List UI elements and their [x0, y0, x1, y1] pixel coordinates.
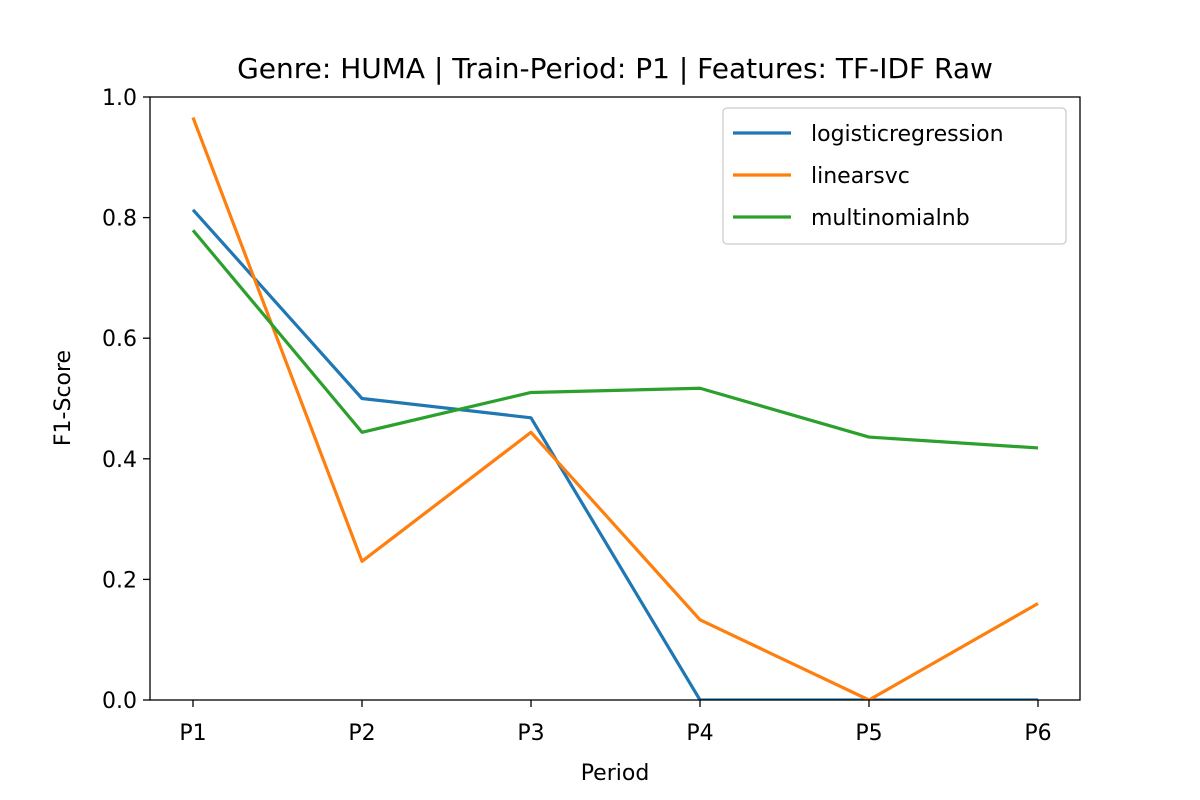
y-tick-label: 0.4	[102, 448, 137, 473]
plot-frame	[149, 96, 1081, 701]
series-line-linearsvc	[191, 116, 1039, 700]
y-tick-label: 0.2	[102, 568, 137, 593]
series-line-multinomialnb	[191, 229, 1039, 450]
legend-label-multinomialnb: multinomialnb	[811, 206, 970, 231]
plot-area	[149, 96, 1081, 701]
x-tick-label: P1	[179, 721, 206, 746]
x-tick-label: P3	[517, 721, 544, 746]
y-tick-label: 0.6	[102, 327, 137, 352]
y-axis: 0.0 0.2 0.4 0.6 0.8 1.0	[102, 86, 150, 714]
y-tick-label: 0.8	[102, 207, 137, 232]
legend-label-logisticregression: logisticregression	[811, 122, 1004, 147]
chart-title: Genre: HUMA | Train-Period: P1 | Feature…	[237, 52, 993, 85]
x-tick-label: P4	[686, 721, 713, 746]
series-line-logisticregression	[191, 208, 1038, 700]
y-tick-label: 1.0	[102, 86, 137, 111]
x-tick-label: P6	[1024, 721, 1051, 746]
series-lines	[191, 116, 1039, 700]
x-axis-label: Period	[581, 761, 650, 786]
legend: logisticregression linearsvc multinomialnb	[722, 107, 1067, 245]
x-axis: P1 P2 P3 P4 P5 P6	[179, 700, 1052, 746]
y-axis-label: F1-Score	[51, 350, 76, 446]
legend-label-linearsvc: linearsvc	[811, 164, 910, 189]
y-tick-label: 0.0	[102, 689, 137, 714]
x-tick-label: P5	[855, 721, 882, 746]
legend-box	[722, 107, 1067, 245]
x-tick-label: P2	[348, 721, 375, 746]
